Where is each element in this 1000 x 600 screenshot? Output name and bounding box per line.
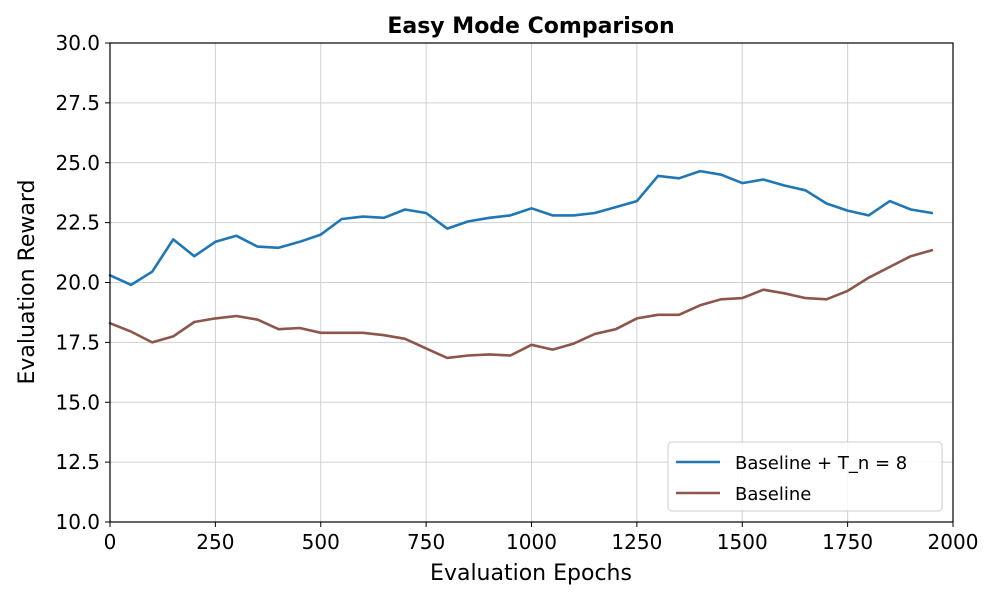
- y-axis-label: Evaluation Reward: [15, 179, 40, 384]
- legend-label-0: Baseline + T_n = 8: [735, 453, 907, 474]
- x-axis-label: Evaluation Epochs: [430, 561, 632, 586]
- y-tick-label: 25.0: [55, 151, 100, 175]
- y-tick-label: 17.5: [55, 330, 100, 354]
- series-line-1: [108, 248, 934, 360]
- y-tick-label: 22.5: [55, 211, 100, 235]
- x-tick-label: 500: [302, 530, 340, 554]
- x-tick-label: 1000: [506, 530, 557, 554]
- x-tick-label: 750: [407, 530, 445, 554]
- series-lines: [108, 169, 934, 360]
- chart-title: Easy Mode Comparison: [387, 14, 674, 39]
- x-tick-label: 250: [196, 530, 234, 554]
- y-tick-label: 12.5: [55, 450, 100, 474]
- y-tick-label: 10.0: [55, 510, 100, 534]
- x-tick-label: 1500: [717, 530, 768, 554]
- x-tick-label: 0: [104, 530, 117, 554]
- y-tick-label: 20.0: [55, 271, 100, 295]
- y-tick-label: 15.0: [55, 390, 100, 414]
- x-tick-label: 1750: [822, 530, 873, 554]
- series-line-0: [108, 169, 934, 287]
- legend-label-1: Baseline: [735, 484, 811, 505]
- x-tick-label: 2000: [928, 530, 979, 554]
- legend: Baseline + T_n = 8 Baseline: [667, 441, 943, 512]
- legend-box: [667, 441, 943, 512]
- axis-ticks: 0 250 500 750 1000 1250 1500 1750 2000 10.0 12.5 15…: [55, 31, 978, 554]
- x-tick-label: 1250: [611, 530, 662, 554]
- y-tick-label: 30.0: [55, 31, 100, 55]
- y-tick-label: 27.5: [55, 91, 100, 115]
